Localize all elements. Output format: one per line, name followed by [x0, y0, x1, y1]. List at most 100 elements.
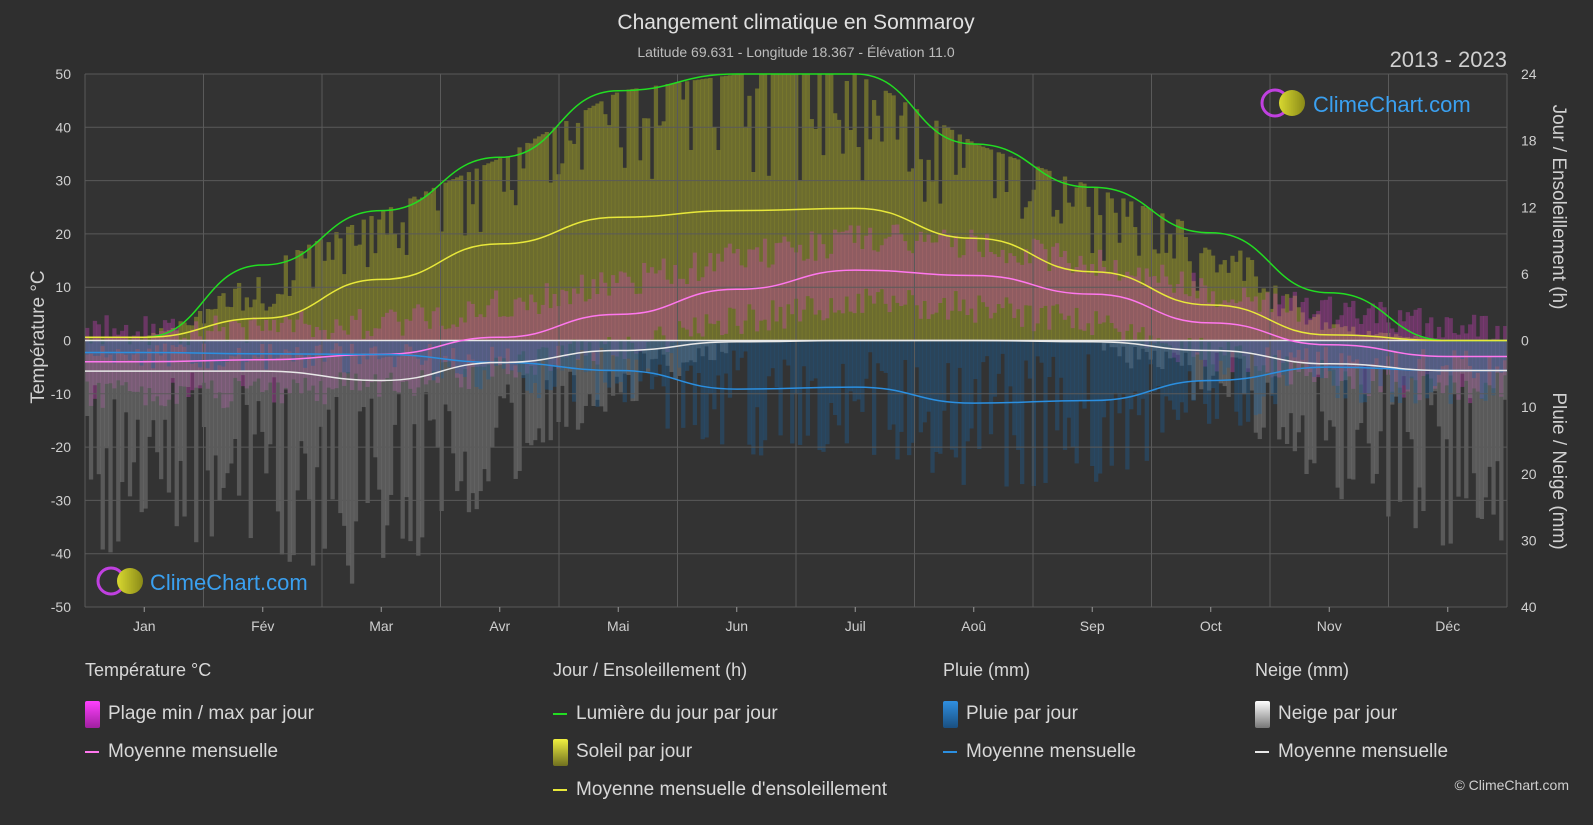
- rain-day-bar: [369, 340, 374, 348]
- rain-day-bar: [384, 340, 390, 357]
- snow-day-bar: [653, 340, 659, 359]
- x-tick-label: Fév: [251, 618, 274, 634]
- rain-day-bar: [1382, 340, 1387, 366]
- temp-range-day-bar: [887, 236, 892, 313]
- snow-day-bar: [1362, 340, 1368, 366]
- sunshine-day-bar: [669, 83, 674, 341]
- sunshine-day-bar: [817, 74, 822, 341]
- rain-day-bar: [1288, 340, 1294, 353]
- right-bottom-tick-label: 30: [1521, 532, 1537, 548]
- rain-day-bar: [864, 340, 869, 379]
- sunshine-day-bar: [404, 254, 409, 341]
- sunshine-day-bar: [1331, 324, 1336, 341]
- temp-range-day-bar: [1261, 299, 1266, 366]
- snow-day-bar: [1125, 340, 1130, 363]
- temp-range-day-bar: [361, 338, 366, 380]
- rain-day-bar: [100, 340, 105, 347]
- rain-day-bar: [681, 340, 686, 428]
- sunshine-day-bar: [661, 121, 666, 341]
- rain-day-bar: [1460, 340, 1465, 359]
- snow-day-bar: [1160, 340, 1165, 370]
- rain-day-bar: [677, 340, 682, 368]
- sunshine-day-bar: [416, 199, 421, 341]
- sunshine-day-bar: [1055, 209, 1060, 341]
- temp-range-day-bar: [377, 328, 382, 397]
- snow-day-bar: [1327, 340, 1333, 421]
- left-tick-label: -30: [51, 492, 71, 508]
- snow-day-bar: [544, 340, 550, 381]
- temp-range-day-bar: [1397, 310, 1403, 388]
- rain-day-bar: [1440, 340, 1446, 367]
- temp-range-day-bar: [1078, 255, 1083, 330]
- snow-day-bar: [143, 340, 148, 509]
- sunshine-day-bar: [829, 74, 834, 341]
- snow-day-bar: [1171, 340, 1177, 353]
- logo-sun-icon: [117, 568, 143, 594]
- temp-range-day-bar: [1226, 302, 1231, 343]
- snow-day-bar: [622, 340, 627, 374]
- temp-range-day-bar: [856, 225, 861, 294]
- temp-range-day-bar: [455, 326, 460, 378]
- snow-day-bar: [513, 340, 518, 479]
- sunshine-day-bar: [969, 141, 974, 341]
- temp-range-day-bar: [1218, 303, 1223, 348]
- rain-day-bar: [326, 340, 331, 358]
- snow-day-bar: [225, 340, 230, 474]
- temp-range-day-bar: [326, 339, 331, 388]
- sunshine-day-bar: [860, 181, 865, 341]
- rain-day-bar: [1351, 340, 1356, 362]
- temp-range-day-bar: [1039, 243, 1044, 309]
- snow-day-bar: [497, 340, 503, 397]
- snow-day-bar: [427, 340, 433, 421]
- sunshine-day-bar: [942, 125, 947, 341]
- snow-day-bar: [692, 340, 698, 363]
- logo-text-bottom: ClimeChart.com: [150, 570, 308, 595]
- sunshine-day-bar: [1156, 253, 1161, 341]
- snow-day-bar: [373, 340, 378, 458]
- snow-day-bar: [568, 340, 573, 372]
- sunshine-day-bar: [782, 74, 787, 341]
- sunshine-day-bar: [1339, 327, 1344, 341]
- sunshine-day-bar: [587, 107, 592, 341]
- snow-day-bar: [1281, 340, 1286, 428]
- temp-range-day-bar: [462, 322, 468, 370]
- temp-range-day-bar: [945, 233, 951, 320]
- sunshine-day-bar: [692, 80, 698, 341]
- legend-label: Moyenne mensuelle: [108, 741, 279, 762]
- rain-day-bar: [151, 340, 156, 369]
- snow-day-bar: [283, 340, 288, 390]
- snow-day-bar: [1199, 340, 1204, 390]
- sunshine-day-bar: [462, 235, 468, 341]
- snow-day-bar: [1429, 340, 1434, 406]
- snow-day-bar: [1487, 340, 1492, 467]
- rain-day-bar: [1047, 340, 1052, 378]
- temp-mean-swatch: [85, 751, 99, 753]
- temp-range-day-bar: [1148, 276, 1153, 336]
- rain-day-bar: [1168, 340, 1173, 401]
- temp-range-day-bar: [486, 305, 491, 365]
- sunshine-day-bar: [887, 93, 892, 341]
- rain-day-bar: [755, 340, 760, 408]
- sunshine-day-bar: [435, 210, 440, 341]
- rain-day-bar: [1090, 340, 1095, 467]
- snow-day-bar: [1308, 340, 1313, 460]
- sunshine-day-bar: [272, 303, 277, 341]
- temp-range-day-bar: [139, 341, 144, 387]
- snow-day-bar: [186, 340, 191, 388]
- rain-day-bar: [127, 340, 133, 360]
- temp-range-day-bar: [400, 335, 405, 382]
- rain-day-bar: [201, 340, 207, 344]
- temp-range-day-bar: [1109, 273, 1114, 324]
- sunshine-day-bar: [1417, 337, 1422, 341]
- rain-day-bar: [1058, 340, 1064, 378]
- rain-day-bar: [186, 340, 191, 355]
- temp-range-day-bar: [692, 252, 698, 318]
- rain-day-bar: [1121, 340, 1126, 394]
- sunshine-day-bar: [1035, 166, 1040, 341]
- temp-range-day-bar: [240, 327, 246, 387]
- snow-day-bar: [509, 340, 514, 403]
- temp-range-day-bar: [1195, 298, 1200, 355]
- snow-day-bar: [92, 340, 98, 386]
- temp-range-day-bar: [1281, 295, 1286, 363]
- temp-range-day-bar: [1168, 284, 1173, 346]
